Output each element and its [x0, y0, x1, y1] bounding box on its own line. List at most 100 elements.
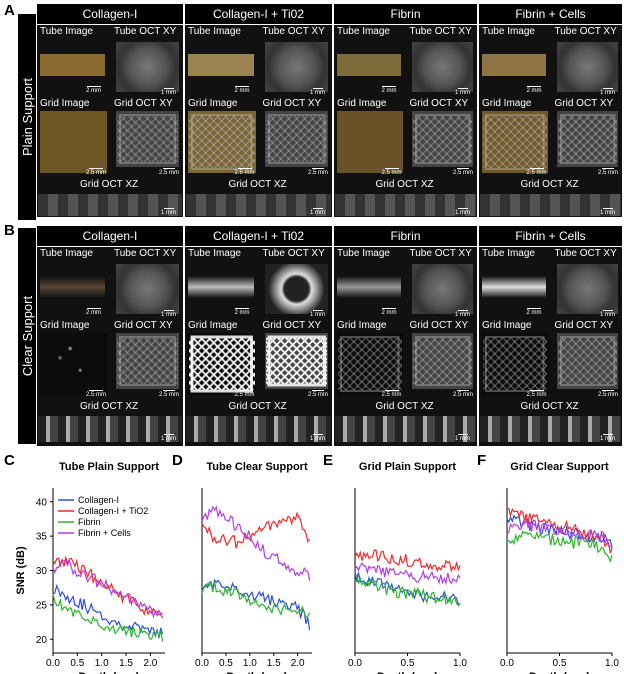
grid-oct-xz-scan — [38, 194, 182, 216]
scale-bar-label: 1 mm — [161, 312, 176, 318]
grid-image-label: Grid Image — [337, 98, 387, 109]
column-header-1: Collagen-I — [37, 226, 183, 246]
legend-entry: Collagen-I — [78, 495, 119, 505]
scale-bar-label: 1 mm — [600, 90, 615, 96]
scale-bar: 2.5 mm — [527, 168, 547, 176]
tube-image-label: Tube Image — [188, 248, 241, 259]
grid-oct-xy-scan — [116, 111, 179, 167]
scale-bar-label: 2 mm — [86, 310, 101, 316]
x-tick-label: 1.0 — [243, 658, 257, 669]
scale-bar: 2.5 mm — [453, 390, 473, 398]
series-line-collagen-i-tio2 — [507, 507, 613, 554]
column-header-4: Fibrin + Cells — [479, 226, 622, 246]
tube-oct-xy-label: Tube OCT XY — [262, 248, 325, 259]
tube-photo — [188, 54, 254, 76]
scale-bar: 1 mm — [161, 88, 176, 96]
x-tick-label: 2.0 — [143, 658, 157, 669]
series-line-collagen-i-tio2 — [52, 555, 164, 619]
scale-bar-label: 2 mm — [234, 310, 250, 316]
scale-bar-line — [527, 86, 541, 87]
scale-bar-label: 2.5 mm — [159, 170, 180, 176]
grid-image-label: Grid Image — [482, 98, 532, 109]
legend-entry: Fibrin + Cells — [78, 528, 131, 538]
scale-bar-label: 2.5 mm — [234, 170, 255, 176]
series-line-collagen-i-tio2 — [201, 511, 311, 549]
scale-bar-line — [602, 434, 613, 435]
x-tick-label: 2.0 — [291, 658, 305, 669]
chart-title: Tube Clear Support — [206, 461, 308, 473]
tube-image-label: Tube Image — [337, 26, 390, 37]
grid-oct-xy-label: Grid OCT XY — [554, 320, 614, 331]
series-line-collagen-i — [354, 571, 461, 606]
scale-bar: 1 mm — [161, 208, 176, 216]
tube-image-label: Tube Image — [40, 248, 93, 259]
grid-lattice-image — [265, 335, 327, 387]
scale-bar-line — [384, 168, 399, 169]
y-axis-label: SNR (dB) — [15, 546, 27, 595]
grid-lattice-image — [265, 114, 327, 164]
scale-bar-label: 2.5 mm — [526, 170, 547, 176]
grid-oct-xz-scan — [335, 194, 476, 216]
grid-oct-xy-label: Grid OCT XY — [114, 320, 173, 331]
scale-bar: 1 mm — [600, 434, 615, 442]
scale-bar-label: 2 mm — [381, 310, 397, 316]
scale-bar-label: 1 mm — [161, 90, 176, 96]
series-line-fibrin-cells — [354, 562, 461, 586]
tube-photo — [337, 276, 401, 298]
y-tick-label: 30 — [36, 566, 48, 577]
series-line-fibrin — [201, 580, 311, 619]
x-axis-label: Depth (mm) — [78, 671, 139, 674]
scale-bar-line — [235, 86, 249, 87]
scale-bar-label: 1 mm — [455, 90, 470, 96]
y-tick-label: 25 — [36, 600, 48, 611]
scale-bar-line — [163, 168, 175, 169]
tube-oct-xy-label: Tube OCT XY — [114, 26, 177, 37]
grid-oct-xy-scan — [116, 333, 179, 389]
column-header-2: Collagen-I + Ti02 — [185, 4, 332, 24]
scale-bar: 2 mm — [527, 86, 542, 94]
tube-image-label: Tube Image — [482, 248, 535, 259]
scale-bar-line — [312, 434, 323, 435]
grid-image-label: Grid Image — [40, 98, 90, 109]
scale-bar-label: 2.5 mm — [453, 392, 474, 398]
scale-bar-label: 2.5 mm — [598, 170, 619, 176]
tube-image-label: Tube Image — [188, 26, 241, 37]
tube-oct-xy-scan — [116, 42, 179, 92]
grid-oct-xz-scan — [186, 416, 331, 442]
grid-oct-xy-label: Grid OCT XY — [554, 98, 614, 109]
scale-bar-line — [312, 88, 323, 89]
scale-bar: 2.5 mm — [598, 168, 618, 176]
scale-bar-line — [163, 208, 174, 209]
scale-bar-label: 1 mm — [600, 210, 615, 216]
tube-photo — [482, 276, 546, 298]
x-tick-label: 0.0 — [195, 658, 209, 669]
scale-bar: 2.5 mm — [453, 168, 473, 176]
scale-bar-label: 1 mm — [310, 436, 325, 442]
series-line-collagen-i-tio2 — [354, 549, 461, 573]
tube-oct-xy-scan — [264, 42, 328, 92]
scale-bar-label: 2.5 mm — [381, 392, 402, 398]
panel-letter-a: A — [4, 2, 15, 19]
grid-oct-xy-label: Grid OCT XY — [409, 320, 469, 331]
scale-bar-label: 2 mm — [526, 88, 542, 94]
panel-letter-b: B — [4, 222, 15, 239]
grid-lattice-image — [483, 336, 547, 392]
grid-oct-xz-label: Grid OCT XZ — [520, 401, 579, 412]
scale-bar-label: 2.5 mm — [598, 392, 619, 398]
scale-bar: 1 mm — [161, 434, 176, 442]
scale-bar: 2.5 mm — [235, 390, 255, 398]
tube-oct-xy-scan — [411, 42, 473, 92]
tube-photo — [337, 54, 401, 76]
scale-bar: 2.5 mm — [235, 168, 255, 176]
series-line-fibrin — [354, 574, 461, 607]
grid-lattice-image — [557, 114, 617, 164]
grid-photo — [482, 111, 548, 173]
scale-bar-line — [529, 168, 544, 169]
scale-bar-line — [237, 390, 252, 391]
grid-oct-xz-scan — [480, 194, 621, 216]
grid-oct-xz-label: Grid OCT XZ — [80, 401, 139, 412]
chart-title: Grid Clear Support — [510, 461, 609, 473]
tube-oct-xy-label: Tube OCT XY — [262, 26, 325, 37]
scale-bar-label: 1 mm — [310, 90, 325, 96]
x-tick-label: 1.0 — [95, 658, 109, 669]
